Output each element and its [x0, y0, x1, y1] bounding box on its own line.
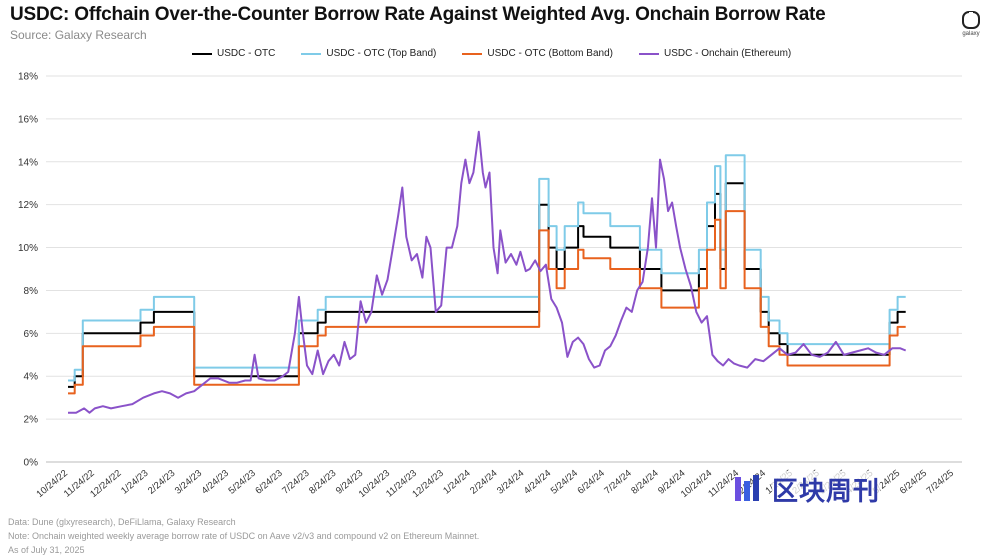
legend: USDC - OTC USDC - OTC (Top Band) USDC - OT… — [192, 48, 791, 59]
y-tick-label: 12% — [18, 200, 38, 211]
x-tick-label: 2/24/23 — [146, 468, 177, 497]
legend-swatch — [301, 52, 322, 55]
legend-swatch — [462, 52, 483, 55]
y-tick-label: 18% — [18, 72, 38, 83]
footnote-data-source: Data: Dune (glxyresearch), DeFiLlama, Ga… — [8, 517, 236, 527]
x-tick-label: 6/24/24 — [576, 468, 607, 497]
x-tick-label: 7/24/24 — [602, 468, 633, 497]
y-tick-label: 6% — [24, 329, 39, 340]
y-tick-label: 10% — [18, 243, 38, 254]
x-tick-label: 4/24/24 — [522, 468, 553, 497]
legend-swatch — [638, 52, 659, 55]
legend-swatch — [192, 52, 212, 55]
x-tick-label: 6/24/23 — [253, 468, 284, 497]
x-tick-label: 3/24/23 — [173, 468, 204, 497]
x-tick-label: 1/24/23 — [119, 468, 150, 497]
chart-subtitle: Source: Galaxy Research — [10, 28, 147, 42]
x-tick-label: 7/24/25 — [925, 468, 956, 497]
y-tick-label: 16% — [18, 114, 38, 125]
x-tick-label: 5/24/23 — [227, 468, 258, 497]
x-tick-label: 1/24/24 — [441, 468, 472, 497]
footnote-note: Note: Onchain weighted weekly average bo… — [8, 531, 480, 541]
series-line-usdc-onchain-ethereum — [68, 130, 907, 414]
y-tick-label: 14% — [18, 157, 38, 168]
footnote-date: As of July 31, 2025 — [8, 545, 85, 555]
y-tick-label: 8% — [24, 286, 39, 297]
watermark: 区块周刊 — [732, 471, 881, 508]
y-tick-label: 2% — [24, 415, 39, 426]
x-tick-label: 7/24/23 — [280, 468, 311, 497]
legend-item: USDC - OTC (Top Band) — [301, 48, 436, 59]
legend-label: USDC - OTC (Bottom Band) — [487, 48, 613, 59]
legend-label: USDC - OTC (Top Band) — [326, 48, 437, 59]
galaxy-logo: galaxy — [956, 10, 986, 37]
x-tick-label: 5/24/24 — [549, 468, 580, 497]
x-tick-label: 8/24/23 — [307, 468, 338, 497]
x-tick-label: 4/24/23 — [200, 468, 231, 497]
logo-text: galaxy — [962, 31, 980, 37]
x-tick-label: 2/24/24 — [468, 468, 499, 497]
galaxy-logo-icon — [962, 11, 980, 29]
watermark-text: 区块周刊 — [772, 471, 881, 508]
x-tick-label: 8/24/24 — [629, 468, 660, 497]
series-line-usdc-otc-top-band — [68, 154, 906, 382]
legend-item: USDC - Onchain (Ethereum) — [638, 48, 792, 59]
watermark-logo-icon — [735, 474, 759, 501]
chart-title: USDC: Offchain Over-the-Counter Borrow R… — [10, 4, 826, 25]
x-tick-label: 3/24/24 — [495, 468, 526, 497]
legend-label: USDC - Onchain (Ethereum) — [663, 48, 792, 59]
y-tick-label: 4% — [24, 372, 39, 383]
legend-item: USDC - OTC — [192, 48, 275, 59]
legend-label: USDC - OTC — [217, 48, 276, 59]
y-tick-label: 0% — [24, 458, 39, 469]
legend-item: USDC - OTC (Bottom Band) — [462, 48, 613, 59]
series-line-usdc-otc-bottom-band — [68, 210, 906, 395]
chart: 0%2%4%6%8%10%12%14%16%18%10/24/2211/24/2… — [18, 72, 962, 500]
x-tick-label: 6/24/25 — [898, 468, 929, 497]
